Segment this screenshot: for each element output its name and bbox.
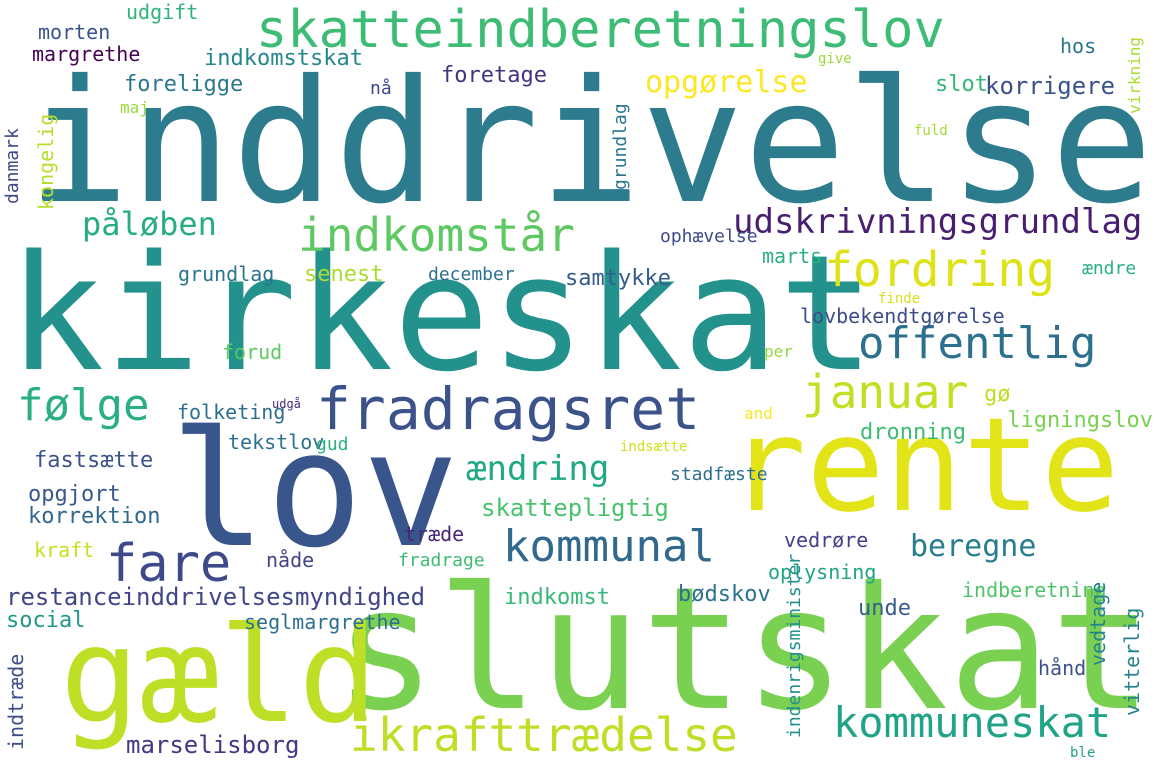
word-ble: hånd — [1038, 656, 1087, 680]
word-slot: slot — [935, 72, 988, 97]
word-finde: ændre — [1082, 258, 1137, 279]
word-social: unde — [858, 596, 911, 621]
word-grundlag: grundlag — [610, 103, 631, 190]
word-traede: stadfæste — [670, 464, 768, 485]
word-danmark: ble — [1070, 745, 1096, 761]
word-kraft: træde — [404, 522, 465, 546]
word-lovbekendtgoerelse: finde — [878, 291, 921, 307]
word-korrektion: opgjort — [28, 482, 121, 507]
word-virkning: indtræde — [4, 653, 28, 750]
word-and: udgå — [272, 397, 301, 411]
word-forud: lovbekendtgørelse — [800, 304, 1005, 328]
word-indtraede: kongelig — [34, 113, 58, 210]
word-kirkeskat: kirkeskat — [8, 220, 875, 407]
word-seglmargrethe: social — [6, 608, 86, 633]
word-vedtage: virkning — [1125, 36, 1144, 114]
word-skatteindberetningslov: skatteindberetningslov — [256, 0, 945, 60]
word-opgoerelse: opgørelse — [645, 65, 808, 100]
word-fastsaette: indsætte — [620, 439, 688, 455]
word-dronning: ligningslov — [1007, 408, 1153, 433]
word-rente: rente — [728, 389, 1120, 541]
word-vedroere: fradrage — [398, 550, 485, 571]
word-indkomstskat: indkomstskat — [204, 46, 363, 71]
word-senest: grundlag — [178, 262, 275, 286]
word-ophaevelse: samtykke — [565, 266, 671, 291]
word-ligningslov: gø — [984, 382, 1011, 407]
word-restanceinddrivelsesmyndighed: restanceinddrivelsesmyndighed — [6, 583, 426, 611]
word-gud: tekstlov — [228, 430, 325, 454]
word-ikrafttraedelse: ikrafttrædelse — [350, 708, 738, 762]
word-tekstlov: dronning — [860, 420, 966, 445]
word-marts: ophævelse — [660, 226, 758, 247]
word-anvendelse: indenrigsminister — [784, 553, 805, 738]
word-per: forud — [222, 340, 283, 364]
word-gaeld: gæld — [60, 599, 378, 753]
word-inddrivelse: inddrivelse — [27, 44, 1153, 242]
word-naade: kraft — [34, 538, 95, 562]
word-fuld: fuld — [914, 123, 948, 139]
word-udskrivningsgrundlag: udskrivningsgrundlag — [733, 202, 1143, 242]
word-kommuneskat: kommuneskat — [833, 698, 1112, 747]
word-haand: seglmargrethe — [244, 610, 401, 634]
word-offentlig: offentlig — [858, 318, 1097, 369]
word-fordring: fordring — [824, 242, 1056, 298]
word-indkomstaar: indkomstår — [298, 208, 575, 262]
word-maj: maj — [120, 98, 149, 117]
word-korrigere: korrigere — [985, 72, 1116, 100]
word-fradrage: nåde — [266, 548, 315, 572]
word-oplysning: vedrøre — [784, 528, 869, 552]
word-margrethe: margrethe — [32, 42, 141, 66]
word-indenrigsminister: vitterlig — [1120, 607, 1144, 716]
word-foreligge: foreligge — [124, 72, 244, 97]
word-udgaa: folketing — [177, 400, 286, 424]
word-marselisborg: marselisborg — [126, 731, 300, 759]
word-naa: nå — [370, 78, 392, 99]
word-indberetning: oplysning — [768, 560, 877, 584]
word-hos: hos — [1060, 34, 1097, 58]
word-boedskov: indkomst — [504, 585, 610, 610]
word-paaloeben: påløben — [82, 205, 217, 243]
word-december: senest — [304, 262, 384, 287]
word-skattepligtig: skattepligtig — [481, 494, 669, 522]
word-unde: bødskov — [678, 582, 771, 607]
word-fradragsret: fradragsret — [316, 375, 701, 443]
word-lov: lov — [170, 396, 459, 583]
word-vitterlig: vedtage — [1086, 581, 1110, 666]
word-slutskat: slutskat — [334, 551, 1153, 749]
word-morten: morten — [38, 20, 111, 44]
word-foretage: foretage — [441, 63, 547, 88]
word-samtykke: december — [428, 264, 515, 285]
word-foelge: følge — [17, 380, 150, 431]
word-give: give — [818, 51, 852, 67]
word-fare: fare — [106, 534, 232, 594]
word-indkomst: indberetning — [962, 578, 1107, 602]
word-beregne: beregne — [910, 529, 1037, 564]
word-januar: januar — [802, 365, 969, 419]
word-aendring: ændring — [466, 449, 610, 489]
word-kongelig: danmark — [2, 128, 23, 204]
word-aendre: marts — [762, 244, 823, 268]
word-goe: and — [744, 404, 773, 423]
word-stadfaeste: korrektion — [28, 504, 161, 529]
word-opgjort: fastsætte — [34, 448, 154, 473]
word-indsaette: gud — [316, 434, 349, 455]
word-kommunal: kommunal — [503, 521, 715, 572]
word-folketing: per — [764, 342, 793, 361]
word-udgift: udgift — [126, 0, 199, 24]
